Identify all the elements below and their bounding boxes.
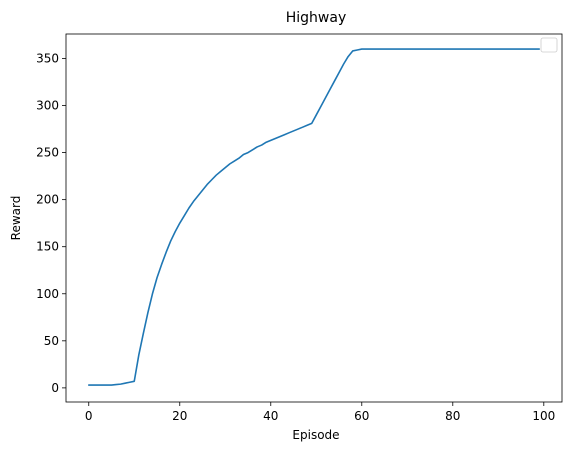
y-tick-label: 100 xyxy=(36,287,59,301)
y-tick-label: 0 xyxy=(51,381,59,395)
x-tick-label: 40 xyxy=(263,409,278,423)
x-axis-label: Episode xyxy=(292,428,339,442)
y-tick-label: 200 xyxy=(36,193,59,207)
series-line-0 xyxy=(87,48,541,386)
chart-title: Highway xyxy=(286,10,347,26)
legend-box xyxy=(540,37,558,53)
x-tick-label: 20 xyxy=(172,409,187,423)
y-tick-label: 250 xyxy=(36,146,59,160)
x-tick-label: 80 xyxy=(445,409,460,423)
x-tick-label: 100 xyxy=(532,409,555,423)
y-tick-label: 50 xyxy=(44,334,59,348)
y-axis-label: Reward xyxy=(9,196,23,241)
y-tick-label: 300 xyxy=(36,99,59,113)
y-tick-label: 150 xyxy=(36,240,59,254)
y-tick-label: 350 xyxy=(36,51,59,65)
x-tick-label: 0 xyxy=(85,409,93,423)
x-tick-label: 60 xyxy=(354,409,369,423)
plot-frame xyxy=(65,33,563,403)
